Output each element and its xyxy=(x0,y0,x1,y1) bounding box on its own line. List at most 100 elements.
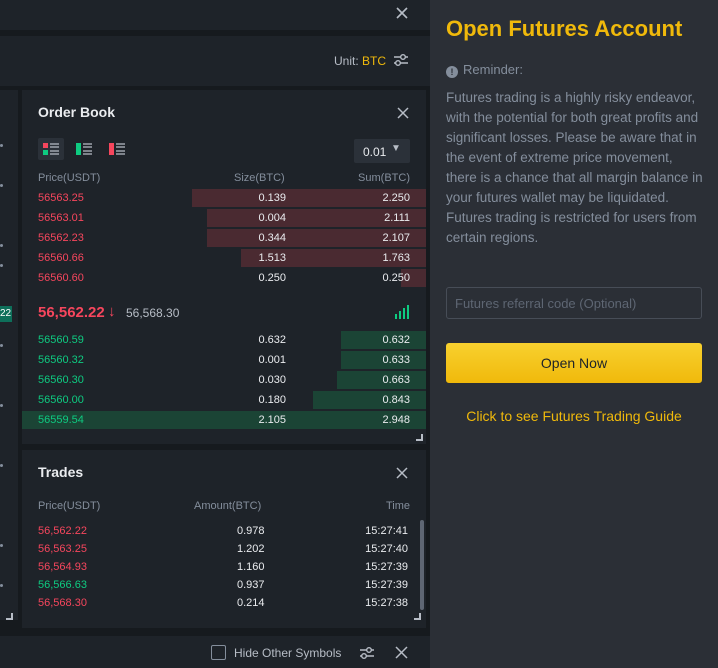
ask-size: 0.004 xyxy=(258,212,286,224)
close-icon[interactable] xyxy=(396,106,410,120)
bid-price: 56560.32 xyxy=(38,354,84,366)
top-bar xyxy=(0,0,430,30)
depth-bar xyxy=(341,351,426,369)
strip-dot xyxy=(0,244,3,247)
ask-row[interactable]: 56560.66 1.513 1.763 xyxy=(22,248,426,268)
depth-bar xyxy=(401,269,426,287)
orderbook-asks-icon xyxy=(109,143,125,155)
depth-bar xyxy=(313,391,426,409)
ask-price: 56560.66 xyxy=(38,252,84,264)
strip-dot xyxy=(0,404,3,407)
col-header-amount: Amount(BTC) xyxy=(194,500,262,512)
orderbook-bids-icon xyxy=(76,143,92,155)
bid-sum: 0.843 xyxy=(382,394,410,406)
strip-dot xyxy=(0,344,3,347)
futures-guide-link[interactable]: Click to see Futures Trading Guide xyxy=(466,408,682,424)
trade-amount: 0.214 xyxy=(237,597,265,609)
bid-size: 0.030 xyxy=(258,374,286,386)
ask-row[interactable]: 56562.23 0.344 2.107 xyxy=(22,228,426,248)
ask-size: 0.139 xyxy=(258,192,286,204)
bid-row[interactable]: 56560.00 0.180 0.843 xyxy=(22,390,426,410)
futures-sidebar: Open Futures Account ! Reminder: Futures … xyxy=(430,0,718,668)
ask-row[interactable]: 56563.25 0.139 2.250 xyxy=(22,188,426,208)
ask-row[interactable]: 56560.60 0.250 0.250 xyxy=(22,268,426,288)
close-icon[interactable] xyxy=(395,466,409,480)
trade-price: 56,568.30 xyxy=(38,597,87,609)
ask-sum: 2.250 xyxy=(382,192,410,204)
settings-sliders-icon[interactable] xyxy=(392,51,410,69)
bid-sum: 0.632 xyxy=(382,334,410,346)
precision-select[interactable]: 0.01 ▼ xyxy=(354,139,410,163)
unit-label: Unit: xyxy=(334,54,359,68)
strip-dot xyxy=(0,544,3,547)
last-price: 56,562.22 xyxy=(38,304,105,321)
bid-price: 56560.59 xyxy=(38,334,84,346)
bid-price: 56560.30 xyxy=(38,374,84,386)
trade-time: 15:27:41 xyxy=(365,525,408,537)
unit-value[interactable]: BTC xyxy=(362,54,386,68)
futures-title: Open Futures Account xyxy=(446,16,683,41)
trade-time: 15:27:38 xyxy=(365,597,408,609)
order-book-panel: Order Book 0.0 xyxy=(22,90,426,444)
bid-row[interactable]: 56560.32 0.001 0.633 xyxy=(22,350,426,370)
depth-bar xyxy=(207,229,426,247)
depth-bar xyxy=(241,249,426,267)
trade-price: 56,563.25 xyxy=(38,543,87,555)
trade-amount: 0.978 xyxy=(237,525,265,537)
info-icon: ! xyxy=(446,66,458,78)
left-strip: 22 xyxy=(0,90,18,620)
trading-area: Unit: BTC 22 Order Book xyxy=(0,0,430,668)
ask-price: 56563.25 xyxy=(38,192,84,204)
price-down-arrow-icon: ↓ xyxy=(108,303,116,320)
orderbook-both-icon xyxy=(43,143,59,155)
trades-scrollbar[interactable] xyxy=(420,520,424,610)
mark-price[interactable]: 56,568.30 xyxy=(126,306,180,320)
bid-row[interactable]: 56560.59 0.632 0.632 xyxy=(22,330,426,350)
reminder-row: ! Reminder: xyxy=(446,62,523,78)
depth-bar xyxy=(207,209,426,227)
orderbook-bids-mode-button[interactable] xyxy=(71,138,97,160)
trade-row: 56,562.22 0.978 15:27:41 xyxy=(22,522,426,540)
open-now-button[interactable]: Open Now xyxy=(446,343,702,383)
orderbook-asks-mode-button[interactable] xyxy=(104,138,130,160)
ask-sum: 2.107 xyxy=(382,232,410,244)
ask-row[interactable]: 56563.01 0.004 2.111 xyxy=(22,208,426,228)
resize-handle-icon[interactable] xyxy=(414,613,421,620)
signal-bars-icon xyxy=(395,305,409,319)
bid-sum: 2.948 xyxy=(382,414,410,426)
precision-value: 0.01 xyxy=(363,145,387,159)
trades-title: Trades xyxy=(38,464,84,480)
trade-row: 56,563.25 1.202 15:27:40 xyxy=(22,540,426,558)
ask-sum: 1.763 xyxy=(382,252,410,264)
trade-time: 15:27:39 xyxy=(365,579,408,591)
settings-sliders-icon[interactable] xyxy=(358,644,376,662)
hide-other-symbols-label[interactable]: Hide Other Symbols xyxy=(234,646,342,660)
ask-sum: 2.111 xyxy=(384,212,410,224)
order-book-title: Order Book xyxy=(38,104,116,120)
bid-size: 2.105 xyxy=(258,414,286,426)
trade-time: 15:27:40 xyxy=(365,543,408,555)
trade-price: 56,564.93 xyxy=(38,561,87,573)
futures-description: Futures trading is a highly risky endeav… xyxy=(446,90,703,245)
orderbook-both-mode-button[interactable] xyxy=(38,138,64,160)
trade-row: 56,564.93 1.160 15:27:39 xyxy=(22,558,426,576)
trade-amount: 1.160 xyxy=(237,561,265,573)
strip-dot xyxy=(0,144,3,147)
bid-sum: 0.633 xyxy=(382,354,410,366)
bid-size: 0.180 xyxy=(258,394,286,406)
bid-row[interactable]: 56559.54 2.105 2.948 xyxy=(22,410,426,430)
resize-handle-icon[interactable] xyxy=(416,434,423,441)
trades-panel: Trades Price(USDT) Amount(BTC) Time 56,5… xyxy=(22,450,426,628)
bottom-bar: Hide Other Symbols xyxy=(0,636,430,668)
caret-down-icon: ▼ xyxy=(391,143,401,154)
trade-row: 56,568.30 0.214 15:27:38 xyxy=(22,594,426,612)
trade-time: 15:27:39 xyxy=(365,561,408,573)
referral-code-input[interactable] xyxy=(446,287,702,319)
ask-size: 0.250 xyxy=(258,272,286,284)
close-icon[interactable] xyxy=(395,646,408,659)
bid-row[interactable]: 56560.30 0.030 0.663 xyxy=(22,370,426,390)
close-icon[interactable] xyxy=(394,5,410,21)
trade-amount: 0.937 xyxy=(237,579,265,591)
resize-handle-icon[interactable] xyxy=(6,613,13,620)
hide-other-symbols-checkbox[interactable] xyxy=(211,645,226,660)
